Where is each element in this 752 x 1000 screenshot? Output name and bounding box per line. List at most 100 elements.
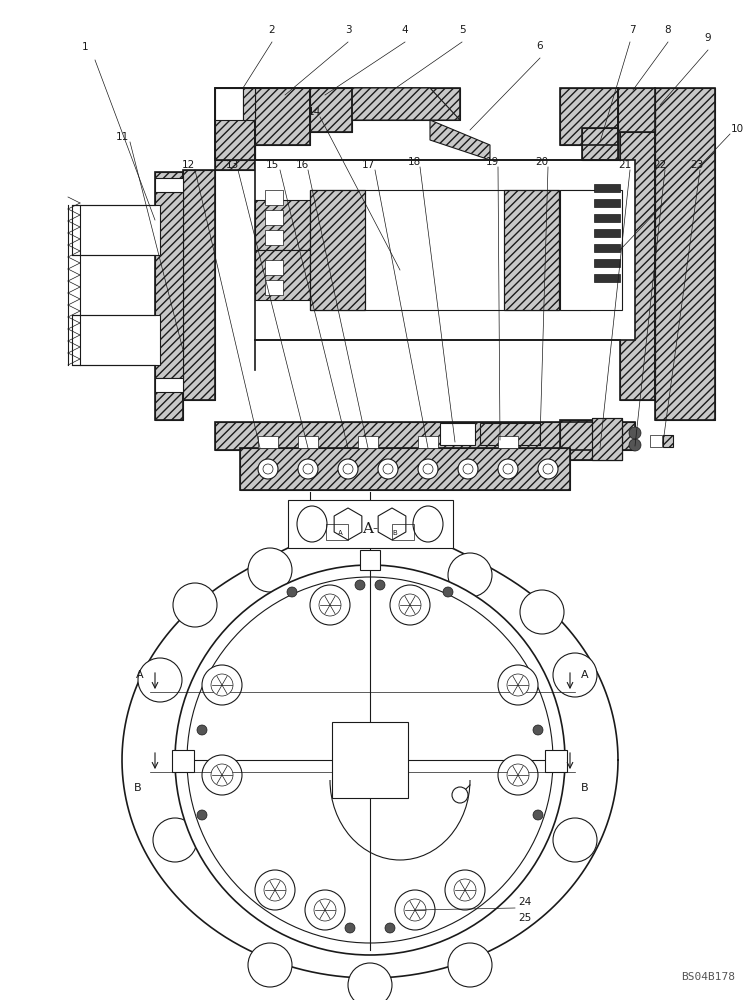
Bar bbox=[480, 423, 540, 445]
Circle shape bbox=[507, 764, 529, 786]
Circle shape bbox=[543, 464, 553, 474]
Bar bbox=[440, 423, 475, 445]
Circle shape bbox=[629, 427, 641, 439]
Text: 1: 1 bbox=[82, 42, 88, 52]
Text: B: B bbox=[581, 783, 589, 793]
Text: 19: 19 bbox=[485, 157, 499, 167]
Bar bbox=[265, 190, 283, 205]
Text: 12: 12 bbox=[181, 160, 195, 170]
Circle shape bbox=[319, 594, 341, 616]
Polygon shape bbox=[378, 508, 406, 540]
Circle shape bbox=[343, 464, 353, 474]
Bar bbox=[310, 190, 590, 310]
Bar bbox=[310, 88, 352, 132]
Circle shape bbox=[443, 587, 453, 597]
Circle shape bbox=[258, 459, 278, 479]
Circle shape bbox=[404, 899, 426, 921]
Circle shape bbox=[452, 787, 468, 803]
Text: 3: 3 bbox=[344, 25, 351, 35]
Bar bbox=[258, 436, 278, 448]
Bar bbox=[594, 199, 620, 207]
Bar bbox=[504, 190, 559, 310]
Bar bbox=[582, 128, 618, 160]
Text: A: A bbox=[136, 670, 144, 680]
Bar bbox=[155, 192, 183, 378]
Text: B: B bbox=[393, 530, 397, 536]
Bar bbox=[618, 88, 655, 132]
Bar bbox=[255, 200, 310, 250]
Bar bbox=[560, 420, 622, 460]
Text: BS04B178: BS04B178 bbox=[681, 972, 735, 982]
Circle shape bbox=[348, 963, 392, 1000]
Bar bbox=[215, 422, 635, 450]
Text: 25: 25 bbox=[518, 913, 531, 923]
Bar bbox=[243, 88, 255, 120]
Circle shape bbox=[375, 580, 385, 590]
Circle shape bbox=[202, 665, 242, 705]
Circle shape bbox=[305, 890, 345, 930]
Polygon shape bbox=[334, 508, 362, 540]
Bar bbox=[618, 88, 655, 132]
Bar bbox=[255, 88, 310, 145]
Circle shape bbox=[448, 943, 492, 987]
Bar bbox=[360, 550, 380, 570]
Circle shape bbox=[553, 818, 597, 862]
Circle shape bbox=[538, 459, 558, 479]
Bar bbox=[560, 88, 618, 145]
Bar bbox=[326, 524, 348, 540]
Bar bbox=[298, 436, 318, 448]
Circle shape bbox=[355, 580, 365, 590]
Bar bbox=[594, 229, 620, 237]
Bar bbox=[655, 88, 715, 420]
Bar bbox=[620, 108, 655, 400]
Circle shape bbox=[399, 594, 421, 616]
Circle shape bbox=[390, 585, 430, 625]
Bar bbox=[183, 170, 215, 400]
Bar bbox=[594, 214, 620, 222]
Circle shape bbox=[287, 587, 297, 597]
Circle shape bbox=[211, 674, 233, 696]
Circle shape bbox=[298, 459, 318, 479]
Circle shape bbox=[498, 459, 518, 479]
Text: 6: 6 bbox=[537, 41, 543, 51]
Bar bbox=[592, 418, 622, 460]
Bar bbox=[620, 108, 655, 400]
Bar bbox=[594, 274, 620, 282]
Bar bbox=[255, 160, 635, 340]
Circle shape bbox=[248, 548, 292, 592]
Circle shape bbox=[418, 459, 438, 479]
Bar bbox=[418, 436, 438, 448]
Circle shape bbox=[197, 810, 207, 820]
Bar bbox=[504, 190, 559, 310]
Text: 16: 16 bbox=[296, 160, 308, 170]
Bar bbox=[582, 128, 618, 160]
Bar bbox=[332, 722, 408, 798]
Bar bbox=[655, 88, 715, 420]
Text: A: A bbox=[338, 530, 342, 536]
Text: 20: 20 bbox=[535, 157, 548, 167]
Bar bbox=[310, 190, 365, 310]
Bar bbox=[155, 378, 183, 392]
Circle shape bbox=[448, 553, 492, 597]
Text: 10: 10 bbox=[730, 124, 744, 134]
Circle shape bbox=[303, 464, 313, 474]
Text: A: A bbox=[581, 670, 589, 680]
Text: 15: 15 bbox=[265, 160, 279, 170]
Circle shape bbox=[153, 818, 197, 862]
Circle shape bbox=[385, 923, 395, 933]
Bar bbox=[358, 436, 378, 448]
Bar bbox=[72, 205, 160, 255]
Text: A-A: A-A bbox=[362, 522, 390, 536]
Circle shape bbox=[211, 764, 233, 786]
Text: 5: 5 bbox=[459, 25, 465, 35]
Text: 9: 9 bbox=[705, 33, 711, 43]
Circle shape bbox=[520, 590, 564, 634]
Circle shape bbox=[314, 899, 336, 921]
Circle shape bbox=[458, 459, 478, 479]
Circle shape bbox=[498, 755, 538, 795]
Bar bbox=[255, 250, 310, 300]
Circle shape bbox=[310, 585, 350, 625]
Bar bbox=[498, 436, 518, 448]
Polygon shape bbox=[352, 88, 460, 120]
Text: 18: 18 bbox=[408, 157, 420, 167]
